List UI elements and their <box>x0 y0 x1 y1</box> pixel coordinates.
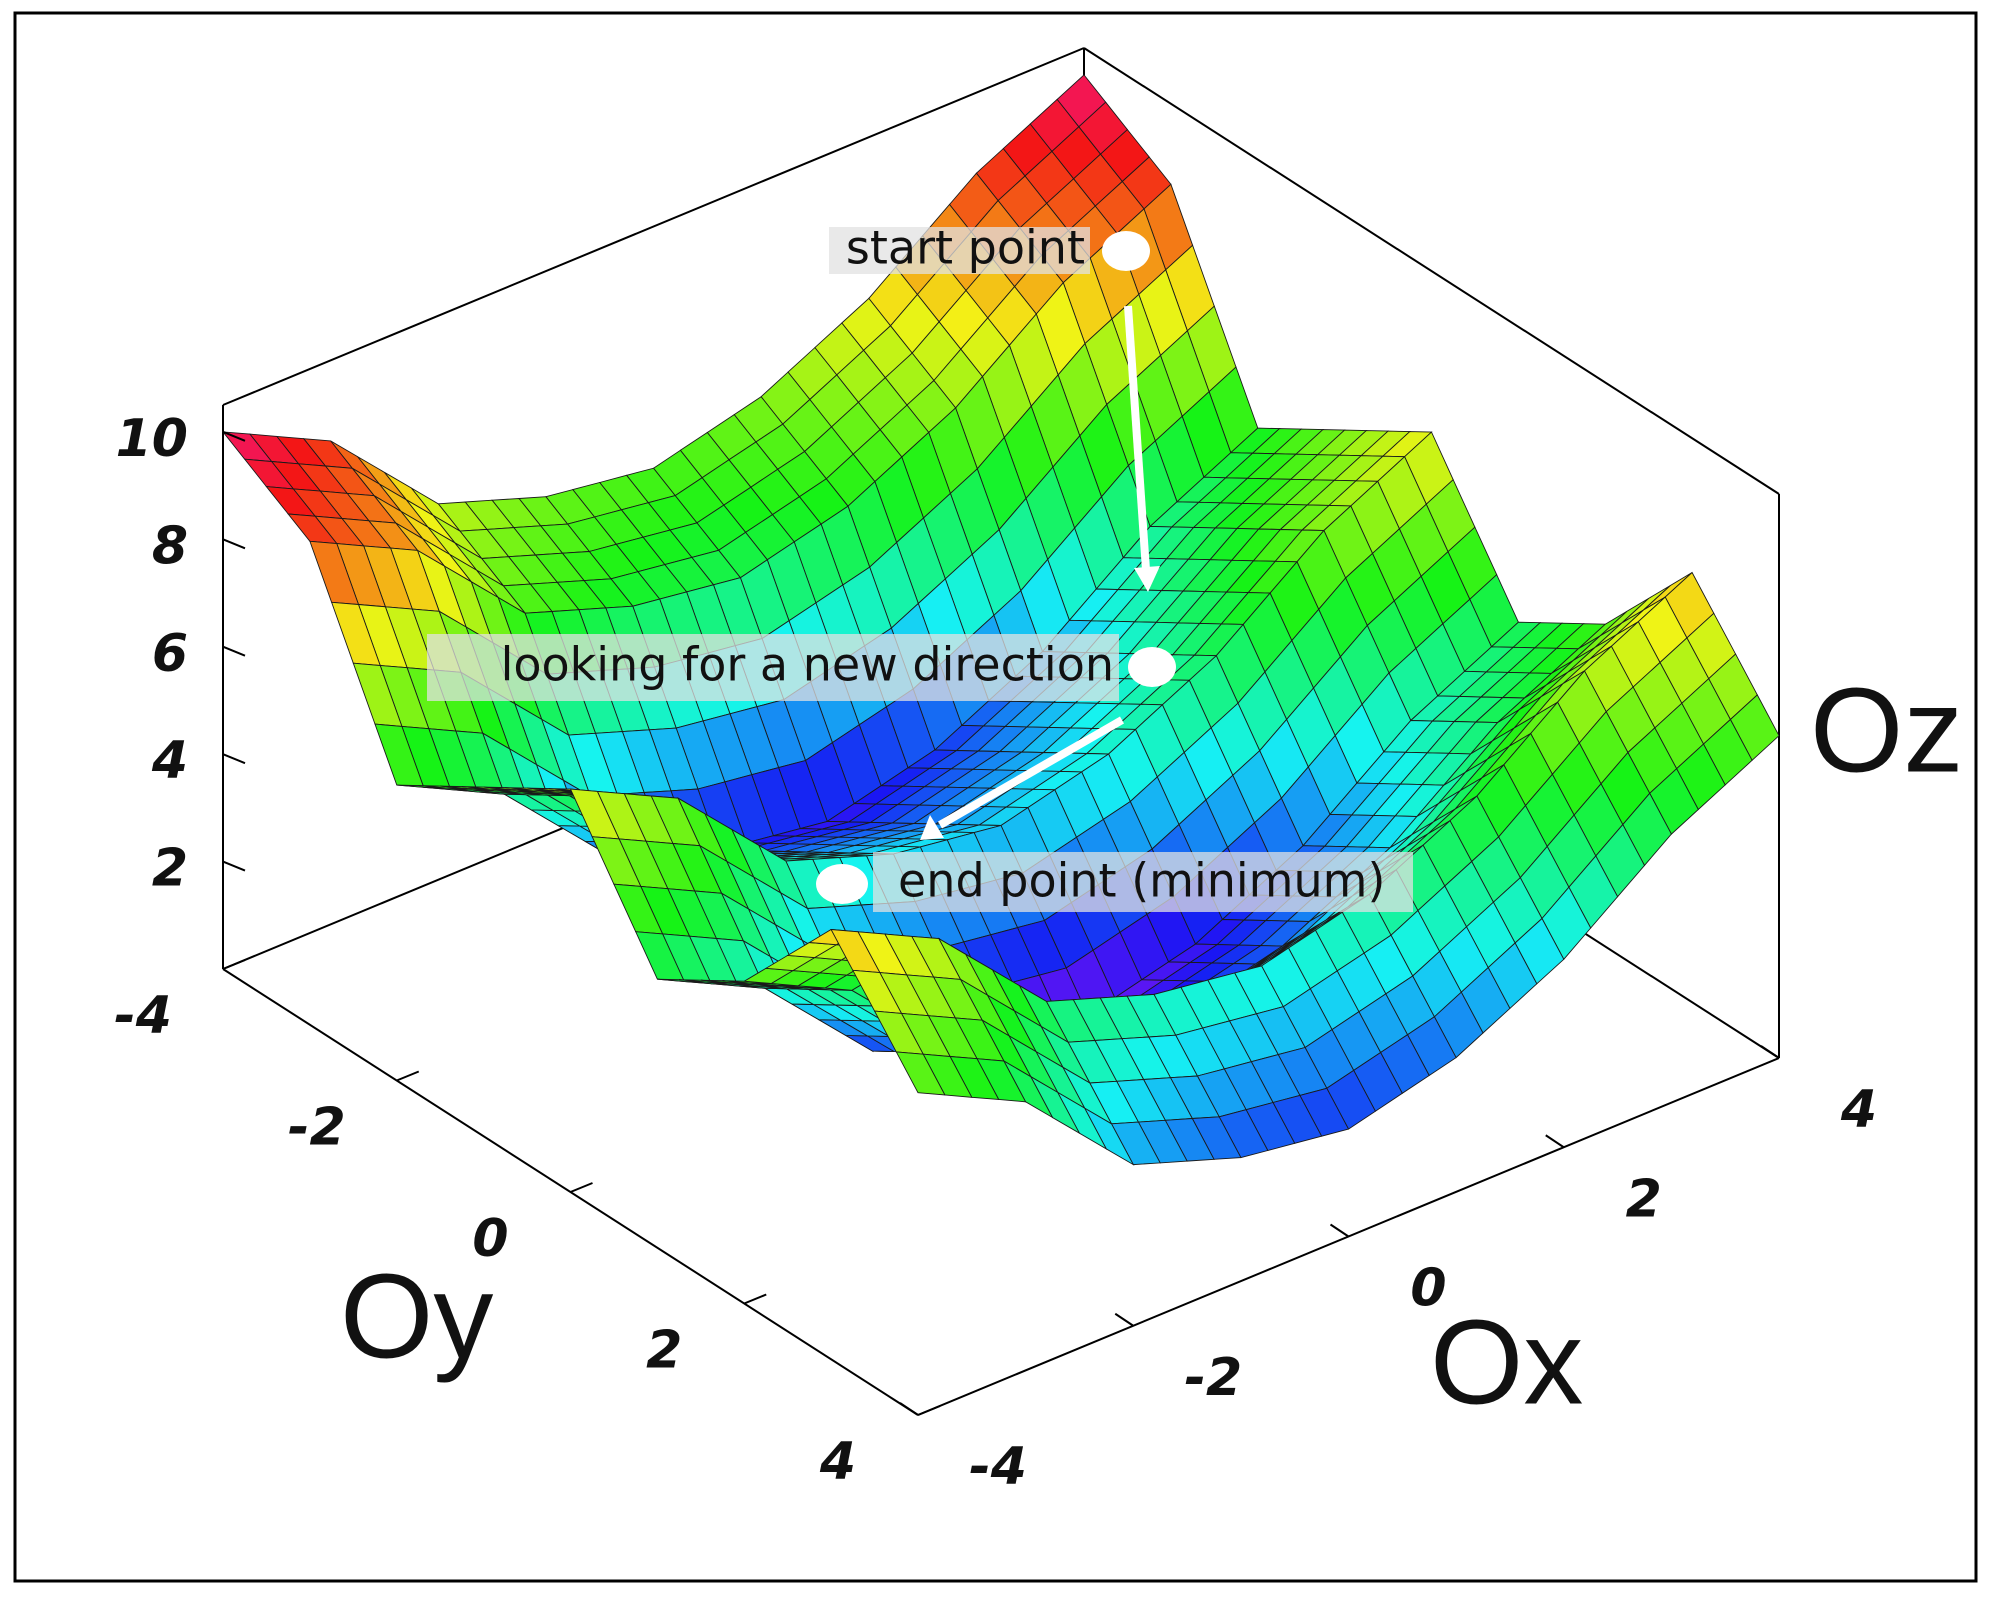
z-axis-title: Oz <box>1810 664 1963 798</box>
x-tick-label: 4 <box>1840 1080 1877 1140</box>
x-tick <box>1760 1045 1780 1059</box>
z-tick <box>222 645 246 657</box>
y-tick-label: -2 <box>288 1098 346 1158</box>
arrow <box>938 716 1124 829</box>
x-tick <box>1545 1134 1565 1149</box>
y-tick <box>222 959 246 970</box>
y-tick-label: 4 <box>819 1432 856 1492</box>
z-tick <box>222 538 246 550</box>
arrow <box>1124 305 1150 571</box>
x-tick <box>1114 1312 1134 1327</box>
z-tick <box>222 430 246 442</box>
y-tick <box>570 1182 593 1193</box>
surface-cell <box>895 1051 946 1096</box>
ticks: 2 4 6 8 10 -4 -2 0 2 4 -4 -2 0 2 4 <box>114 409 1877 1497</box>
y-tick-label: 0 <box>472 1209 508 1269</box>
z-tick-label: 8 <box>152 516 188 576</box>
z-tick-label: 6 <box>152 624 188 684</box>
arrow-head <box>1134 566 1160 592</box>
x-tick-label: -4 <box>969 1437 1027 1497</box>
label-box <box>829 227 1090 274</box>
y-tick-label: -4 <box>114 986 172 1046</box>
x-tick <box>1329 1223 1350 1238</box>
y-tick <box>743 1293 767 1305</box>
x-tick <box>899 1402 919 1416</box>
z-tick <box>222 753 246 765</box>
annotations: start point looking for a new direction … <box>427 221 1413 912</box>
box-edge <box>1083 47 1780 495</box>
z-tick-label: 2 <box>152 839 188 899</box>
y-axis-title: Oy <box>340 1250 493 1384</box>
annotation: looking for a new direction <box>501 638 1114 692</box>
y-tick-label: 2 <box>646 1321 682 1381</box>
annotation: start point <box>846 221 1085 275</box>
z-tick-label: 10 <box>116 409 188 469</box>
point <box>816 864 868 904</box>
y-tick <box>396 1070 420 1082</box>
box-edge <box>222 47 1085 406</box>
x-axis-title: Ox <box>1430 1296 1583 1430</box>
y-tick <box>917 1405 941 1416</box>
arrow-head <box>920 815 944 840</box>
x-tick-label: 2 <box>1626 1169 1662 1229</box>
annotation: end point (minimum) <box>898 854 1385 908</box>
z-tick-label: 4 <box>151 731 188 791</box>
x-tick-label: -2 <box>1184 1348 1242 1408</box>
x-tick-label: 0 <box>1410 1259 1446 1319</box>
label-box <box>427 634 1119 701</box>
point <box>1128 647 1176 687</box>
z-tick <box>222 860 246 872</box>
point <box>1102 231 1150 271</box>
label-box <box>873 852 1413 912</box>
